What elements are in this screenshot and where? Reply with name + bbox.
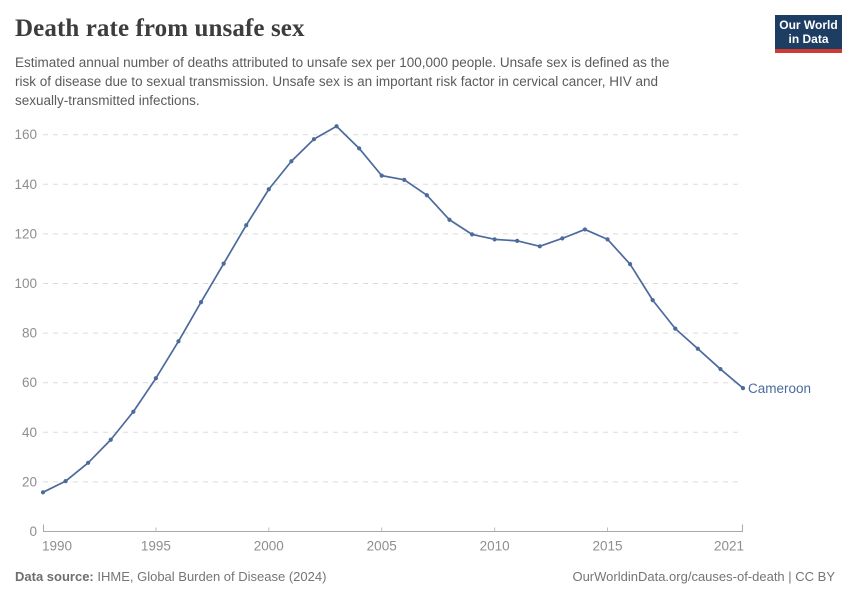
subtitle-line-3: sexually-transmitted infections. xyxy=(15,93,200,108)
chart-footer: Data source: IHME, Global Burden of Dise… xyxy=(15,569,835,584)
x-tick-label: 1995 xyxy=(141,539,171,554)
y-tick-label: 140 xyxy=(14,177,37,192)
footer-credit-link[interactable]: OurWorldinData.org/causes-of-death | CC … xyxy=(572,569,835,584)
data-point[interactable] xyxy=(379,173,384,178)
y-tick-label: 20 xyxy=(22,474,37,489)
data-point[interactable] xyxy=(582,227,588,232)
data-point[interactable] xyxy=(334,124,339,129)
data-point[interactable] xyxy=(447,217,452,222)
data-point[interactable] xyxy=(244,223,249,228)
data-point[interactable] xyxy=(402,177,407,182)
x-tick-label: 2015 xyxy=(592,539,622,554)
data-point[interactable] xyxy=(424,193,429,198)
owid-logo-box: Our World in Data xyxy=(775,15,842,49)
data-point[interactable] xyxy=(153,376,159,381)
owid-logo[interactable]: Our World in Data xyxy=(775,15,842,53)
line-series-cameroon[interactable] xyxy=(42,125,744,494)
data-point[interactable] xyxy=(605,237,610,242)
data-source: Data source: IHME, Global Burden of Dise… xyxy=(15,569,326,584)
data-point[interactable] xyxy=(63,479,68,484)
data-point[interactable] xyxy=(560,236,565,241)
subtitle-line-1: Estimated annual number of deaths attrib… xyxy=(15,55,670,70)
data-point[interactable] xyxy=(627,262,633,267)
owid-logo-line1: Our World xyxy=(779,18,838,32)
data-point[interactable] xyxy=(695,346,700,351)
entity-label-cameroon[interactable]: Cameroon xyxy=(748,381,811,396)
data-point[interactable] xyxy=(266,187,271,192)
data-point[interactable] xyxy=(289,159,294,164)
x-tick-label: 2005 xyxy=(367,539,397,554)
y-tick-label: 40 xyxy=(22,425,37,440)
x-tick-label: 2021 xyxy=(714,539,744,554)
data-point[interactable] xyxy=(86,460,91,465)
owid-logo-line2: in Data xyxy=(788,32,829,46)
chart-subtitle: Estimated annual number of deaths attrib… xyxy=(15,53,765,110)
x-tick-label: 2010 xyxy=(480,539,510,554)
data-point[interactable] xyxy=(311,137,317,142)
data-source-label: Data source: xyxy=(15,569,94,584)
data-point[interactable] xyxy=(718,366,723,372)
x-tick-label: 2000 xyxy=(254,539,284,554)
data-point[interactable] xyxy=(537,244,542,249)
y-tick-label: 100 xyxy=(14,276,37,291)
data-point[interactable] xyxy=(40,490,46,495)
y-tick-label: 120 xyxy=(14,226,37,241)
data-point[interactable] xyxy=(176,339,181,344)
owid-logo-stripe xyxy=(775,49,842,53)
data-source-text: IHME, Global Burden of Disease (2024) xyxy=(93,569,327,584)
data-point[interactable] xyxy=(650,298,655,303)
data-point[interactable] xyxy=(198,300,204,305)
data-point[interactable] xyxy=(221,261,226,266)
data-point[interactable] xyxy=(357,146,362,151)
data-point[interactable] xyxy=(108,437,113,442)
page-title: Death rate from unsafe sex xyxy=(15,15,305,42)
x-tick-label: 1990 xyxy=(42,539,72,554)
data-point[interactable] xyxy=(131,409,136,414)
data-point[interactable] xyxy=(515,238,520,243)
y-tick-label: 60 xyxy=(22,375,37,390)
y-tick-label: 160 xyxy=(14,127,37,142)
subtitle-line-2: risk of disease due to sexual transmissi… xyxy=(15,74,659,89)
data-point[interactable] xyxy=(673,326,678,331)
y-tick-label: 0 xyxy=(29,524,37,539)
data-point[interactable] xyxy=(469,232,475,237)
y-tick-label: 80 xyxy=(22,326,37,341)
data-point[interactable] xyxy=(740,386,746,391)
data-point[interactable] xyxy=(492,237,497,242)
